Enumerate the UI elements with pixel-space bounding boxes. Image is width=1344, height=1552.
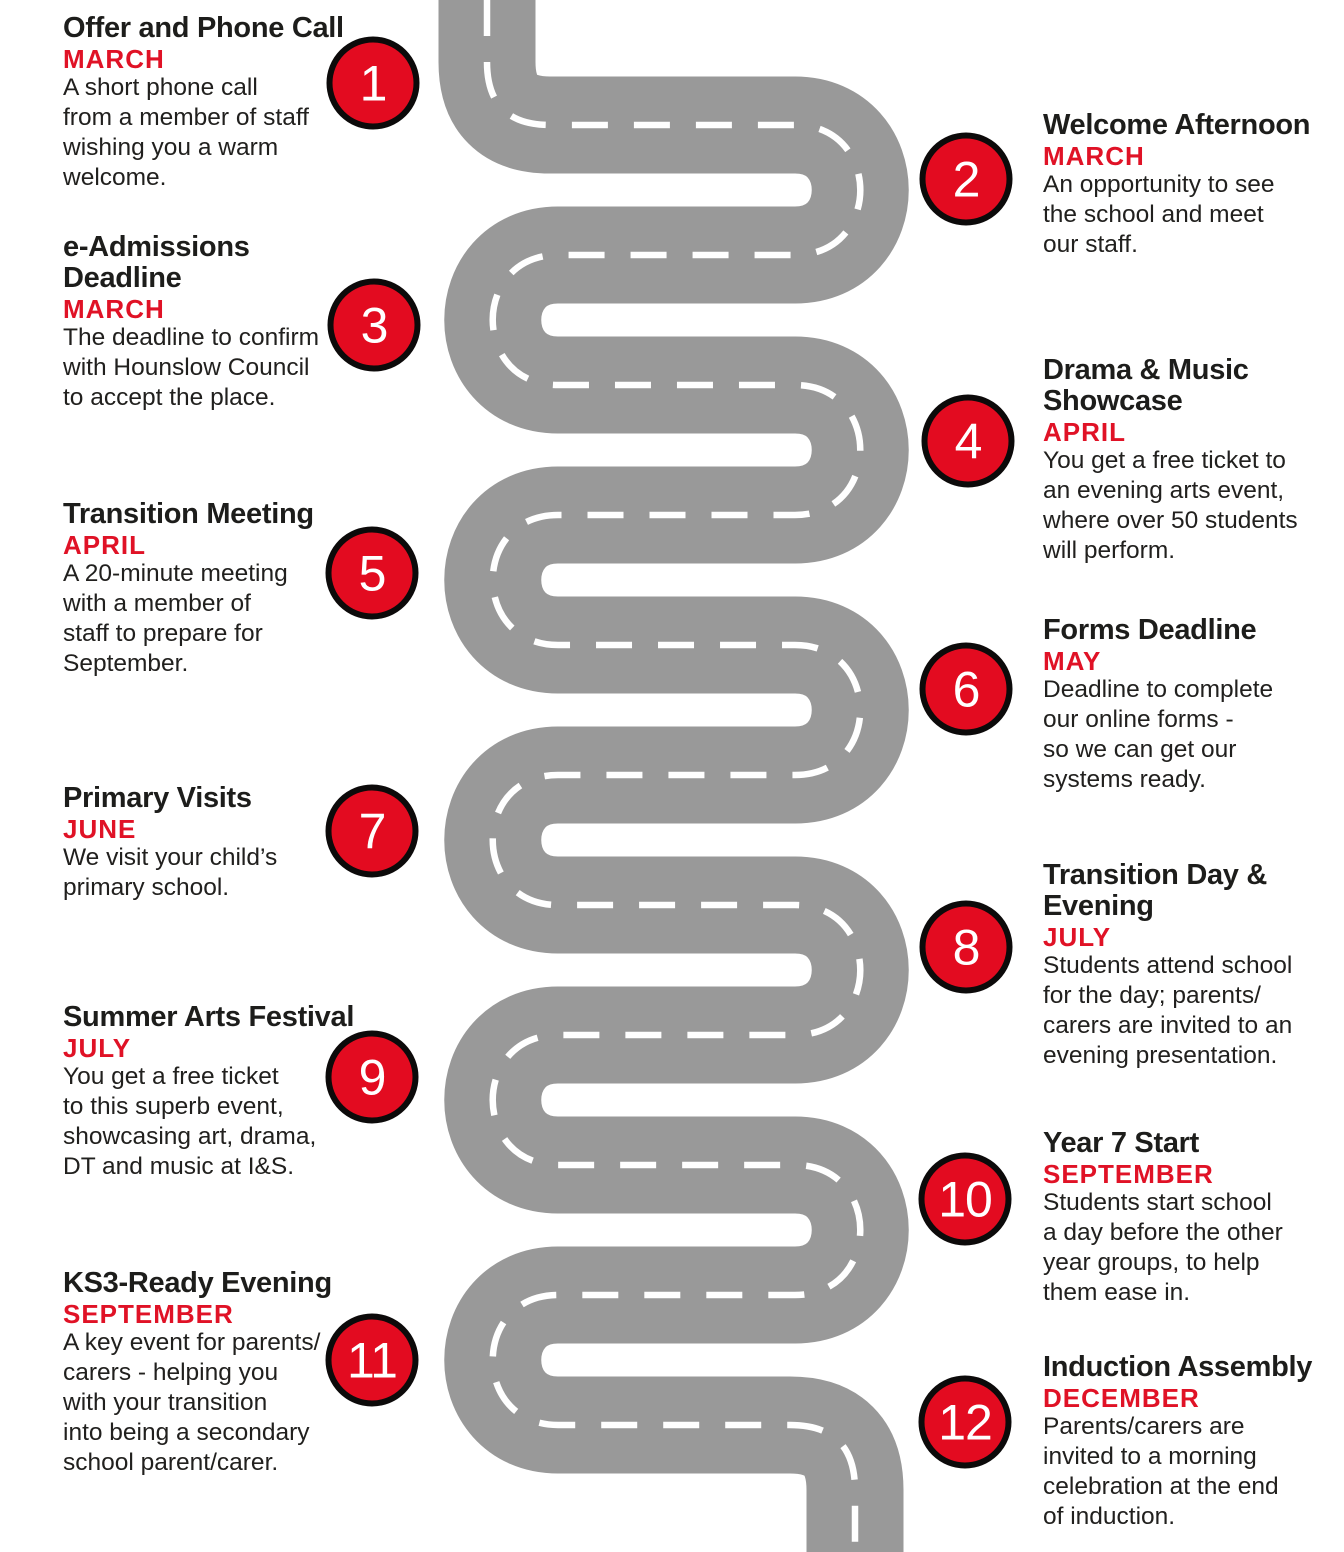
timeline-entry-3: e-Admissions Deadline MARCH The deadline…	[63, 232, 383, 413]
timeline-entry-10: Year 7 Start SEPTEMBER Students start sc…	[1043, 1128, 1344, 1308]
road-centerline	[483, 0, 864, 1552]
stop-number: 7	[358, 803, 387, 859]
timeline-entry-4: Drama & Music Showcase APRIL You get a f…	[1043, 355, 1344, 566]
stop-marker-4: 4	[921, 394, 1015, 488]
entry-description: You get a free ticket to this superb eve…	[63, 1063, 317, 1180]
stop-number: 5	[358, 545, 387, 601]
entry-month: MARCH	[63, 44, 165, 74]
entry-description: The deadline to confirm with Hounslow Co…	[63, 324, 320, 411]
stop-number: 10	[938, 1171, 993, 1227]
entry-description: We visit your child’s primary school.	[63, 844, 278, 901]
entry-title: Forms Deadline	[1043, 614, 1257, 646]
entry-month: APRIL	[1043, 417, 1126, 447]
stop-marker-12: 12	[918, 1375, 1012, 1469]
entry-month: APRIL	[63, 530, 146, 560]
entry-description: An opportunity to see the school and mee…	[1043, 171, 1275, 258]
entry-title: KS3-Ready Evening	[63, 1267, 332, 1299]
timeline-entry-1: Offer and Phone Call MARCH A short phone…	[63, 13, 383, 193]
entry-month: MAY	[1043, 646, 1102, 676]
entry-title: Summer Arts Festival	[63, 1001, 355, 1033]
entry-description: A short phone call from a member of staf…	[63, 74, 309, 191]
timeline-entry-12: Induction Assembly DECEMBER Parents/care…	[1043, 1352, 1344, 1532]
entry-title: Offer and Phone Call	[63, 12, 344, 44]
entry-description: A 20-minute meeting with a member of sta…	[63, 560, 288, 677]
entry-description: Deadline to complete our online forms - …	[1043, 676, 1274, 793]
entry-description: Parents/carers are invited to a morning …	[1043, 1413, 1279, 1530]
entry-month: JULY	[63, 1033, 132, 1063]
stop-marker-10: 10	[918, 1152, 1012, 1246]
timeline-entry-7: Primary Visits JUNE We visit your child’…	[63, 783, 383, 903]
entry-description: Students attend school for the day; pare…	[1043, 952, 1293, 1069]
stop-marker-3: 3	[327, 278, 421, 372]
stop-number: 3	[360, 297, 389, 353]
entry-title: Year 7 Start	[1043, 1127, 1199, 1159]
entry-month: JUNE	[63, 814, 137, 844]
stop-number: 2	[952, 151, 981, 207]
entry-description: Students start school a day before the o…	[1043, 1189, 1283, 1306]
stop-number: 8	[952, 919, 981, 975]
stop-marker-1: 1	[326, 36, 420, 130]
entry-description: A key event for parents/ carers - helpin…	[63, 1329, 321, 1476]
entry-title: Welcome Afternoon	[1043, 109, 1311, 141]
entry-month: DECEMBER	[1043, 1383, 1200, 1413]
entry-title: Transition Meeting	[63, 498, 314, 530]
stop-marker-11: 11	[325, 1313, 419, 1407]
entry-month: SEPTEMBER	[63, 1299, 234, 1329]
timeline-entry-9: Summer Arts Festival JULY You get a free…	[63, 1002, 383, 1182]
stop-number: 11	[347, 1332, 398, 1388]
stop-marker-8: 8	[919, 900, 1013, 994]
timeline-entry-6: Forms Deadline MAY Deadline to complete …	[1043, 615, 1344, 795]
entry-month: SEPTEMBER	[1043, 1159, 1214, 1189]
entry-title: Primary Visits	[63, 782, 252, 814]
timeline-entry-5: Transition Meeting APRIL A 20-minute mee…	[63, 499, 383, 679]
stop-marker-5: 5	[325, 526, 419, 620]
timeline-entry-2: Welcome Afternoon MARCH An opportunity t…	[1043, 110, 1344, 260]
stop-marker-7: 7	[325, 784, 419, 878]
timeline-entry-11: KS3-Ready Evening SEPTEMBER A key event …	[63, 1268, 383, 1478]
stop-number: 6	[952, 661, 981, 717]
entry-title: e-Admissions Deadline	[63, 231, 250, 294]
timeline-entry-8: Transition Day & Evening JULY Students a…	[1043, 860, 1344, 1071]
stop-number: 1	[359, 55, 388, 111]
entry-month: JULY	[1043, 922, 1112, 952]
entry-month: MARCH	[63, 294, 165, 324]
entry-description: You get a free ticket to an evening arts…	[1043, 447, 1298, 564]
stop-marker-2: 2	[919, 132, 1013, 226]
stop-number: 12	[938, 1394, 993, 1450]
entry-title: Drama & Music Showcase	[1043, 354, 1249, 417]
entry-title: Induction Assembly	[1043, 1351, 1313, 1383]
entry-month: MARCH	[1043, 141, 1145, 171]
entry-title: Transition Day & Evening	[1043, 859, 1268, 922]
stop-marker-6: 6	[919, 642, 1013, 736]
stop-number: 9	[358, 1049, 387, 1105]
stop-number: 4	[954, 413, 983, 469]
stop-marker-9: 9	[325, 1030, 419, 1124]
